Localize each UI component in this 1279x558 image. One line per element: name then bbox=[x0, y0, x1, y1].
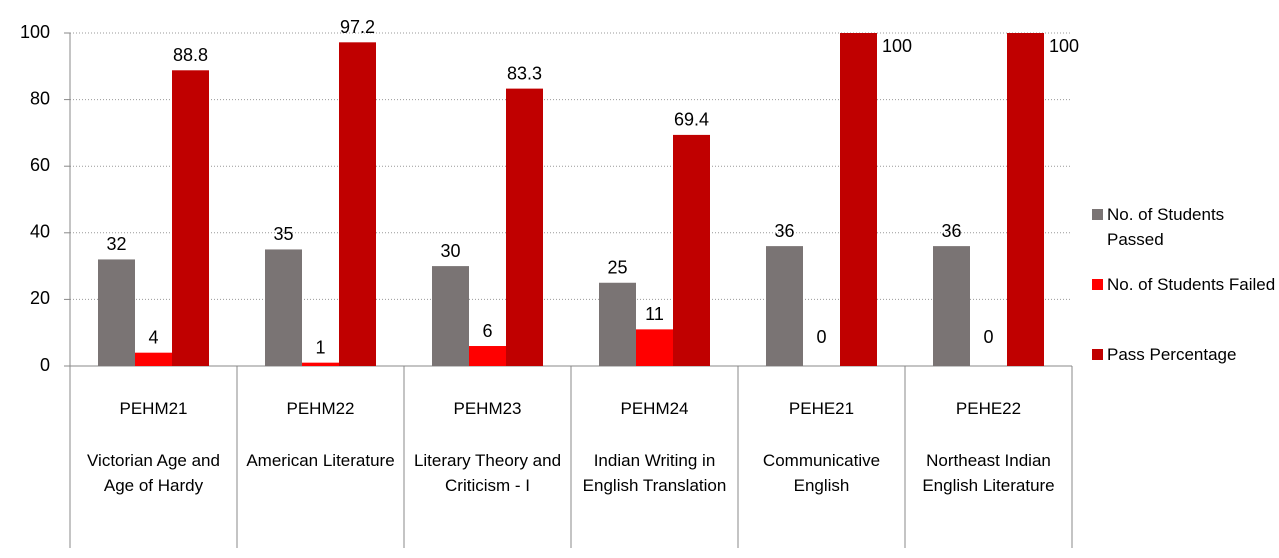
bar bbox=[469, 346, 506, 366]
value-label: 6 bbox=[482, 321, 492, 341]
legend-swatch bbox=[1092, 279, 1103, 290]
category-code: PEHM24 bbox=[620, 399, 689, 418]
value-label: 11 bbox=[645, 304, 664, 324]
bar bbox=[135, 352, 172, 366]
bar bbox=[98, 259, 135, 366]
category-code: PEHE22 bbox=[955, 399, 1022, 418]
bar bbox=[432, 266, 469, 366]
category-code: PEHM23 bbox=[453, 399, 522, 418]
bar bbox=[265, 249, 302, 366]
value-label: 0 bbox=[983, 327, 993, 347]
bar bbox=[673, 134, 710, 366]
y-tick-label: 20 bbox=[30, 288, 50, 308]
value-label: 100 bbox=[882, 36, 912, 56]
y-tick-label: 100 bbox=[20, 22, 50, 42]
value-label: 69.4 bbox=[674, 110, 709, 130]
value-label: 25 bbox=[607, 258, 627, 278]
legend-label: No. of Students Failed bbox=[1107, 275, 1276, 294]
bar bbox=[506, 88, 543, 367]
bar bbox=[599, 282, 636, 366]
y-tick-label: 0 bbox=[40, 355, 50, 375]
category-name: Communicative English bbox=[762, 451, 881, 495]
category-name: Literary Theory and Criticism - I bbox=[413, 451, 562, 495]
bar bbox=[766, 246, 803, 366]
value-label: 97.2 bbox=[340, 17, 375, 37]
y-tick-label: 40 bbox=[30, 222, 50, 242]
bar bbox=[1007, 33, 1044, 366]
bar bbox=[636, 329, 673, 366]
value-label: 88.8 bbox=[173, 45, 208, 65]
value-label: 100 bbox=[1049, 36, 1079, 56]
bar bbox=[933, 246, 970, 366]
y-tick-label: 80 bbox=[30, 88, 50, 108]
category-code: PEHM21 bbox=[119, 399, 188, 418]
category-name: Victorian Age and Age of Hardy bbox=[87, 451, 220, 495]
legend-label: No. of Students Passed bbox=[1107, 205, 1225, 249]
legend-swatch bbox=[1092, 349, 1103, 360]
bar bbox=[302, 362, 339, 366]
category-code: PEHM22 bbox=[286, 399, 355, 418]
category-name: Indian Writing in English Translation bbox=[582, 451, 727, 495]
value-label: 83.3 bbox=[507, 63, 542, 83]
legend-label: Pass Percentage bbox=[1107, 345, 1237, 364]
value-label: 36 bbox=[774, 221, 794, 241]
value-label: 32 bbox=[106, 234, 126, 254]
category-name: American Literature bbox=[246, 451, 395, 470]
bar bbox=[339, 42, 376, 366]
y-tick-label: 60 bbox=[30, 155, 50, 175]
bar bbox=[840, 33, 877, 366]
value-label: 35 bbox=[273, 224, 293, 244]
value-label: 0 bbox=[816, 327, 826, 347]
value-label: 36 bbox=[941, 221, 961, 241]
value-label: 30 bbox=[440, 241, 460, 261]
bar bbox=[172, 70, 209, 367]
value-label: 1 bbox=[315, 337, 325, 357]
legend-swatch bbox=[1092, 209, 1103, 220]
category-code: PEHE21 bbox=[788, 399, 855, 418]
value-label: 4 bbox=[148, 327, 158, 347]
category-name: Northeast Indian English Literature bbox=[922, 451, 1055, 495]
